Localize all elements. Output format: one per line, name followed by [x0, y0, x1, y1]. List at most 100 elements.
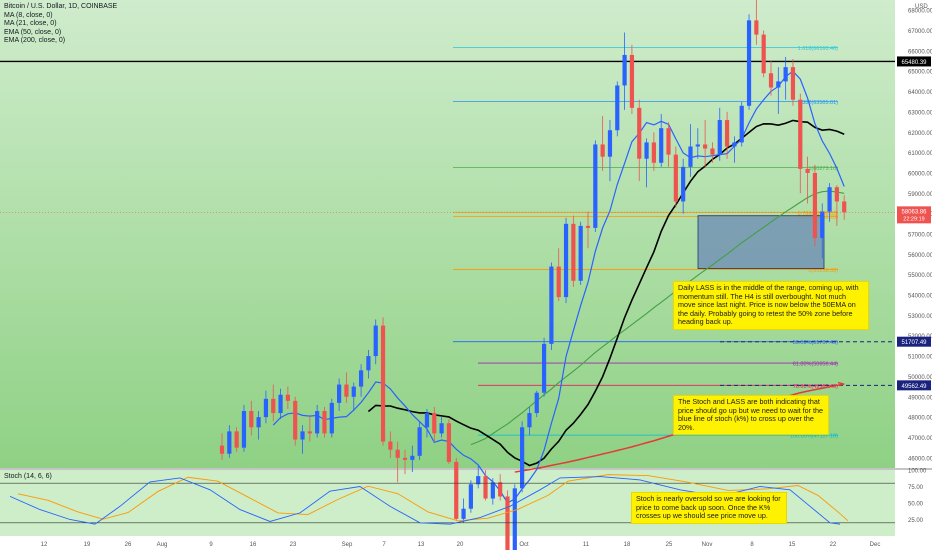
candle-body: [483, 476, 488, 499]
candle-body: [739, 105, 744, 143]
candle-body: [600, 144, 605, 157]
x-tick-label: 9: [209, 542, 213, 548]
x-tick-label: Dec: [870, 542, 881, 548]
candle-body: [556, 266, 561, 298]
y-tick-label: 62000.00: [908, 131, 932, 137]
x-tick-label: 18: [624, 542, 631, 548]
y-tick-label: 59000.00: [908, 192, 932, 198]
candle-body: [454, 461, 459, 519]
x-tick-label: 26: [125, 542, 132, 548]
candle-body: [234, 431, 239, 448]
candle-body: [834, 187, 839, 202]
x-tick-label: 11: [583, 542, 590, 548]
candle-body: [307, 431, 312, 434]
candle-body: [768, 73, 774, 88]
candle-body: [820, 211, 825, 239]
candle-body: [358, 370, 364, 387]
candle-body: [615, 85, 620, 131]
candle-body: [329, 402, 334, 434]
fib-level-label: 0.786(58066.03): [798, 211, 839, 217]
stoch-tick-label: 100.00: [908, 469, 927, 475]
candle-body: [490, 482, 495, 499]
note-daily-lass: Daily LASS is in the middle of the range…: [673, 281, 869, 330]
candle-body: [585, 225, 591, 228]
candle-body: [724, 120, 730, 147]
candle-body: [512, 488, 517, 550]
candle-body: [746, 20, 752, 106]
candle-body: [812, 172, 818, 239]
ma21-line: [367, 119, 845, 467]
y-tick-label: 63000.00: [908, 110, 932, 116]
candle-body: [710, 148, 715, 155]
candle-body: [651, 142, 656, 163]
level-mid-tag-bg: [897, 336, 931, 347]
candle-body: [424, 413, 430, 428]
level-low-tag-bg: [897, 380, 931, 391]
candle-body: [673, 154, 678, 202]
y-tick-label: 68000.00: [908, 9, 932, 15]
y-tick-label: 64000.00: [908, 90, 932, 96]
candle-body: [790, 67, 796, 100]
fib-level-label: 1.618(66160.46): [798, 46, 839, 52]
x-tick-label: 7: [382, 542, 386, 548]
candle-body: [476, 476, 481, 485]
candle-body: [432, 413, 437, 434]
candle-body: [549, 266, 554, 344]
ma8-line: [272, 70, 845, 504]
candle-body: [417, 427, 422, 456]
candle-body: [388, 441, 393, 450]
indicator-ema50[interactable]: EMA (50, close, 0): [4, 28, 62, 36]
candle-body: [337, 384, 342, 403]
candle-body: [293, 400, 298, 440]
candle-body: [468, 484, 473, 509]
demand-zone: [697, 215, 825, 269]
candle-body: [380, 325, 386, 442]
candle-body: [732, 142, 737, 147]
candle-body: [227, 431, 232, 454]
ema50-line: [470, 190, 845, 446]
level-mid-tag: 51707.49: [901, 340, 927, 346]
candle-body: [505, 496, 510, 550]
candle-body: [541, 343, 547, 393]
candle-body: [241, 411, 247, 448]
x-tick-label: 12: [41, 542, 48, 548]
x-tick-label: 13: [418, 542, 425, 548]
candle-body: [629, 54, 635, 108]
fib-level-label: 100.00%(47117.18): [790, 434, 838, 440]
candle-body: [571, 223, 576, 281]
x-tick-label: Nov: [702, 542, 713, 548]
candle-body: [373, 325, 378, 357]
time-axis: [0, 536, 895, 550]
stoch-label[interactable]: Stoch (14, 6, 6): [4, 473, 52, 480]
y-tick-label: 55000.00: [908, 273, 932, 279]
y-tick-label: 54000.00: [908, 294, 932, 300]
indicator-ma8[interactable]: MA (8, close, 0): [4, 11, 53, 19]
candle-body: [783, 67, 788, 82]
candle-body: [344, 384, 349, 397]
candle-body: [703, 144, 708, 149]
x-tick-label: 16: [250, 542, 257, 548]
x-tick-label: 15: [789, 542, 796, 548]
fib-level-label: 0(55258.33): [808, 268, 838, 274]
y-tick-label: 61000.00: [908, 151, 932, 157]
candle-body: [798, 99, 803, 169]
indicator-ma21[interactable]: MA (21, close, 0): [4, 20, 57, 28]
candle-body: [754, 20, 759, 35]
y-tick-label: 46000.00: [908, 456, 932, 462]
candle-body: [527, 413, 532, 428]
fib-level-label: 50.00%(51707.49): [793, 340, 838, 346]
fib-level-label: 1(60273.10): [808, 166, 838, 172]
note-stoch-lass: The Stoch and LASS are both indicating t…: [673, 395, 829, 436]
candle-body: [520, 427, 525, 489]
candle-body: [402, 457, 408, 460]
stoch-d-line: [17, 474, 849, 522]
candle-body: [688, 146, 693, 167]
candle-body: [666, 128, 671, 155]
x-tick-label: 19: [84, 542, 91, 548]
candle-body: [249, 411, 254, 428]
x-tick-label: 20: [457, 542, 464, 548]
indicator-ema200[interactable]: EMA (200, close, 0): [4, 37, 66, 45]
x-tick-label: Sep: [342, 542, 353, 548]
price-axis: [896, 0, 932, 550]
